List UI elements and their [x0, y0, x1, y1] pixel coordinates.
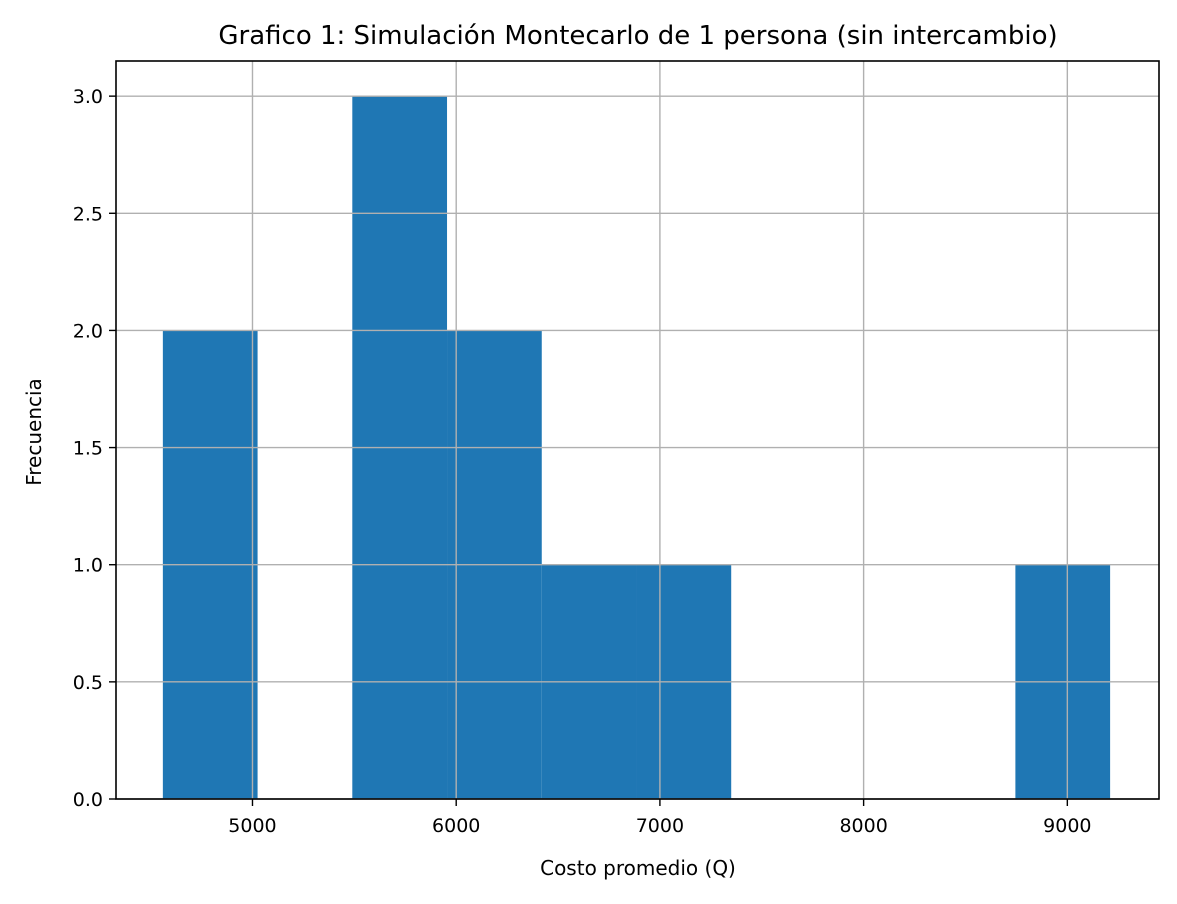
x-tick-label: 6000	[432, 815, 480, 837]
y-tick-label: 3.0	[73, 86, 103, 108]
chart-title: Grafico 1: Simulación Montecarlo de 1 pe…	[218, 21, 1057, 51]
x-axis-label: Costo promedio (Q)	[540, 856, 736, 880]
y-tick-label: 2.0	[73, 320, 103, 342]
y-axis: 0.0 0.5 1.0 1.5 2.0 2.5 3.0	[73, 86, 116, 811]
x-tick-label: 9000	[1043, 815, 1091, 837]
y-tick-label: 1.5	[73, 438, 103, 460]
x-tick-label: 8000	[839, 815, 887, 837]
x-tick-label: 5000	[228, 815, 276, 837]
y-tick-label: 2.5	[73, 203, 103, 225]
x-axis: 5000 6000 7000 8000 9000	[228, 799, 1092, 837]
x-tick-label: 7000	[636, 815, 684, 837]
y-axis-label: Frecuencia	[22, 378, 46, 486]
y-tick-label: 1.0	[73, 555, 103, 577]
y-tick-label: 0.5	[73, 672, 103, 694]
plot-frame	[115, 60, 1160, 800]
y-tick-label: 0.0	[73, 789, 103, 811]
